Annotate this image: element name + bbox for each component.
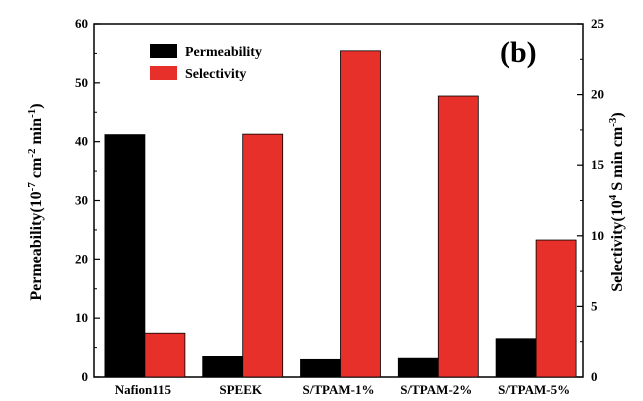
category-label-speek: SPEEK xyxy=(219,382,263,397)
panel-label: (b) xyxy=(500,36,537,69)
right-tick-label: 5 xyxy=(591,298,598,313)
bar-permeability-s-tpam-5 xyxy=(495,338,537,378)
bar-selectivity-nafion115 xyxy=(144,332,186,378)
bars xyxy=(104,50,577,378)
left-tick-label: 20 xyxy=(75,251,88,266)
right-tick-label: 0 xyxy=(591,369,598,384)
right-tick-label: 15 xyxy=(591,157,605,172)
category-labels: Nafion115 SPEEK S/TPAM-1% S/TPAM-2% S/TPAM-5… xyxy=(115,372,570,397)
right-tick-label: 20 xyxy=(591,87,604,102)
legend: Permeability Selectivity xyxy=(150,44,262,82)
legend-swatch-selectivity xyxy=(150,66,177,80)
left-axis-ticks: 0 10 20 30 40 50 60 xyxy=(75,16,100,384)
left-tick-label: 50 xyxy=(75,75,88,90)
right-tick-label: 25 xyxy=(591,16,605,31)
legend-label-selectivity: Selectivity xyxy=(185,67,246,82)
left-tick-label: 30 xyxy=(75,193,88,208)
left-tick-label: 60 xyxy=(75,16,88,31)
category-label-s-tpam-2: S/TPAM-2% xyxy=(400,382,472,397)
bar-permeability-s-tpam-2 xyxy=(397,357,439,378)
bar-selectivity-s-tpam-5 xyxy=(535,239,577,378)
category-label-s-tpam-1: S/TPAM-1% xyxy=(303,382,375,397)
bar-permeability-s-tpam-1 xyxy=(300,358,341,378)
left-tick-label: 40 xyxy=(75,134,88,149)
bar-permeability-speek xyxy=(202,356,244,378)
right-tick-label: 10 xyxy=(591,228,604,243)
bar-selectivity-speek xyxy=(242,133,284,378)
right-axis-ticks: 0 5 10 15 20 25 xyxy=(577,16,605,384)
right-axis-label: Selectivity(104 S min cm-3) xyxy=(607,112,626,292)
bar-permeability-nafion115 xyxy=(104,134,146,378)
left-tick-label: 0 xyxy=(82,369,89,384)
bar-selectivity-s-tpam-1 xyxy=(340,50,381,378)
category-label-nafion115: Nafion115 xyxy=(115,382,172,397)
legend-swatch-permeability xyxy=(150,44,177,58)
left-tick-label: 10 xyxy=(75,310,88,325)
legend-label-permeability: Permeability xyxy=(185,45,262,60)
bar-selectivity-s-tpam-2 xyxy=(437,95,479,378)
category-label-s-tpam-5: S/TPAM-5% xyxy=(498,382,570,397)
left-axis-label: Permeability(10-7 cm-2 min-1) xyxy=(26,103,45,300)
